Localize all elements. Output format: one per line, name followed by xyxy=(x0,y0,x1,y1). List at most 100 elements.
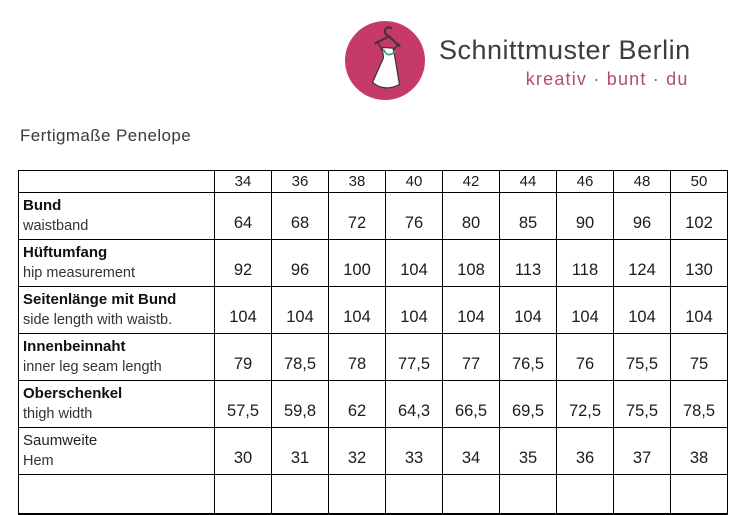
empty-cell xyxy=(385,474,443,514)
row-label-de: Hüftumfang xyxy=(23,244,108,261)
measurement-cell: 31 xyxy=(271,427,329,475)
row-label-de: Oberschenkel xyxy=(23,385,123,402)
measurement-cell: 104 xyxy=(499,286,557,334)
measurement-cell: 33 xyxy=(385,427,443,475)
measurement-cell: 77,5 xyxy=(385,333,443,381)
measurement-cell: 38 xyxy=(670,427,728,475)
row-label-de: Saumweite xyxy=(23,432,98,449)
measurement-cell: 104 xyxy=(385,239,443,287)
measurement-cell: 69,5 xyxy=(499,380,557,428)
size-column-header: 46 xyxy=(556,170,614,193)
measurement-row: Hüftumfang hip measurement 92 96 100 104 108 11… xyxy=(18,239,728,287)
measurement-cell: 90 xyxy=(556,192,614,240)
row-label-en: waistband xyxy=(23,218,89,234)
measurement-cell: 92 xyxy=(214,239,272,287)
measurement-cell: 85 xyxy=(499,192,557,240)
measurement-cell: 118 xyxy=(556,239,614,287)
measurement-cell: 64 xyxy=(214,192,272,240)
row-label-en: thigh width xyxy=(23,406,93,422)
brand-name: Schnittmuster Berlin xyxy=(439,35,691,65)
empty-cell xyxy=(613,474,671,514)
measurement-cell: 79 xyxy=(214,333,272,381)
measurement-cell: 80 xyxy=(442,192,500,240)
measurement-cell: 68 xyxy=(271,192,329,240)
measurement-cell: 75,5 xyxy=(613,380,671,428)
row-label-cell: Saumweite Hem xyxy=(18,427,215,475)
measurement-cell: 78,5 xyxy=(271,333,329,381)
measurement-cell: 104 xyxy=(670,286,728,334)
measurement-cell: 78 xyxy=(328,333,386,381)
size-column-header: 34 xyxy=(214,170,272,193)
measurement-cell: 76 xyxy=(556,333,614,381)
measurement-row: Innenbeinnaht inner leg seam length 79 78,5… xyxy=(18,333,728,381)
measurement-cell: 59,8 xyxy=(271,380,329,428)
measurement-cell: 75 xyxy=(670,333,728,381)
measurement-cell: 37 xyxy=(613,427,671,475)
measurement-cell: 34 xyxy=(442,427,500,475)
measurement-cell: 104 xyxy=(613,286,671,334)
measurement-cell: 76,5 xyxy=(499,333,557,381)
brand-text-block: Schnittmuster Berlin kreativ · bunt · du xyxy=(439,21,691,90)
measurement-cell: 100 xyxy=(328,239,386,287)
row-label-en: Hem xyxy=(23,453,54,469)
row-label-cell: Hüftumfang hip measurement xyxy=(18,239,215,287)
brand-tagline: kreativ · bunt · du xyxy=(525,69,689,90)
row-label-en: inner leg seam length xyxy=(23,359,162,375)
measurement-cell: 75,5 xyxy=(613,333,671,381)
measurement-cell: 104 xyxy=(214,286,272,334)
measurement-cell: 36 xyxy=(556,427,614,475)
row-label-cell: Oberschenkel thigh width xyxy=(18,380,215,428)
size-column-header: 50 xyxy=(670,170,728,193)
size-header-row: 34 36 38 40 42 44 46 48 50 xyxy=(18,170,728,193)
page-title: Fertigmaße Penelope xyxy=(20,126,192,145)
row-label-de: Innenbeinnaht xyxy=(23,338,126,355)
size-column-header: 40 xyxy=(385,170,443,193)
row-label-cell: Seitenlänge mit Bund side length with wai… xyxy=(18,286,215,334)
size-column-header: 38 xyxy=(328,170,386,193)
measurement-row: Oberschenkel thigh width 57,5 59,8 62 64,3 66,… xyxy=(18,380,728,428)
measurement-cell: 96 xyxy=(613,192,671,240)
measurement-cell: 57,5 xyxy=(214,380,272,428)
empty-cell xyxy=(499,474,557,514)
empty-cell xyxy=(442,474,500,514)
measurement-cell: 77 xyxy=(442,333,500,381)
row-label-de: Bund xyxy=(23,197,62,214)
measurement-cell: 64,3 xyxy=(385,380,443,428)
size-column-header: 48 xyxy=(613,170,671,193)
measurement-cell: 62 xyxy=(328,380,386,428)
brand-header: Schnittmuster Berlin kreativ · bunt · du xyxy=(345,21,691,100)
measurement-cell: 76 xyxy=(385,192,443,240)
empty-cell xyxy=(214,474,272,514)
measurement-cell: 108 xyxy=(442,239,500,287)
measurement-cell: 130 xyxy=(670,239,728,287)
size-column-header: 36 xyxy=(271,170,329,193)
measurement-cell: 78,5 xyxy=(670,380,728,428)
measurement-cell: 66,5 xyxy=(442,380,500,428)
measurement-cell: 113 xyxy=(499,239,557,287)
row-label-cell: Bund waistband xyxy=(18,192,215,240)
row-label-cell: Innenbeinnaht inner leg seam length xyxy=(18,333,215,381)
measurement-cell: 35 xyxy=(499,427,557,475)
measurement-cell: 104 xyxy=(556,286,614,334)
measurement-cell: 102 xyxy=(670,192,728,240)
dress-on-hanger-icon xyxy=(345,21,425,100)
row-label-de: Seitenlänge mit Bund xyxy=(23,291,177,308)
measurement-row: Seitenlänge mit Bund side length with wai… xyxy=(18,286,728,334)
measurement-cell: 32 xyxy=(328,427,386,475)
empty-cell xyxy=(18,474,215,514)
row-label-en: hip measurement xyxy=(23,265,136,281)
measurement-cell: 30 xyxy=(214,427,272,475)
empty-cell xyxy=(670,474,728,514)
measurement-cell: 72 xyxy=(328,192,386,240)
measurement-cell: 104 xyxy=(328,286,386,334)
measurement-cell: 104 xyxy=(442,286,500,334)
table-corner-cell xyxy=(18,170,215,193)
measurement-cell: 124 xyxy=(613,239,671,287)
brand-logo xyxy=(345,21,425,100)
size-measurement-table: 34 36 38 40 42 44 46 48 50 Bund waistband 64 68 72 76… xyxy=(18,170,728,515)
size-column-header: 42 xyxy=(442,170,500,193)
measurement-cell: 104 xyxy=(385,286,443,334)
row-label-en: side length with waistb. xyxy=(23,312,173,328)
empty-row xyxy=(18,474,728,514)
measurement-cell: 96 xyxy=(271,239,329,287)
